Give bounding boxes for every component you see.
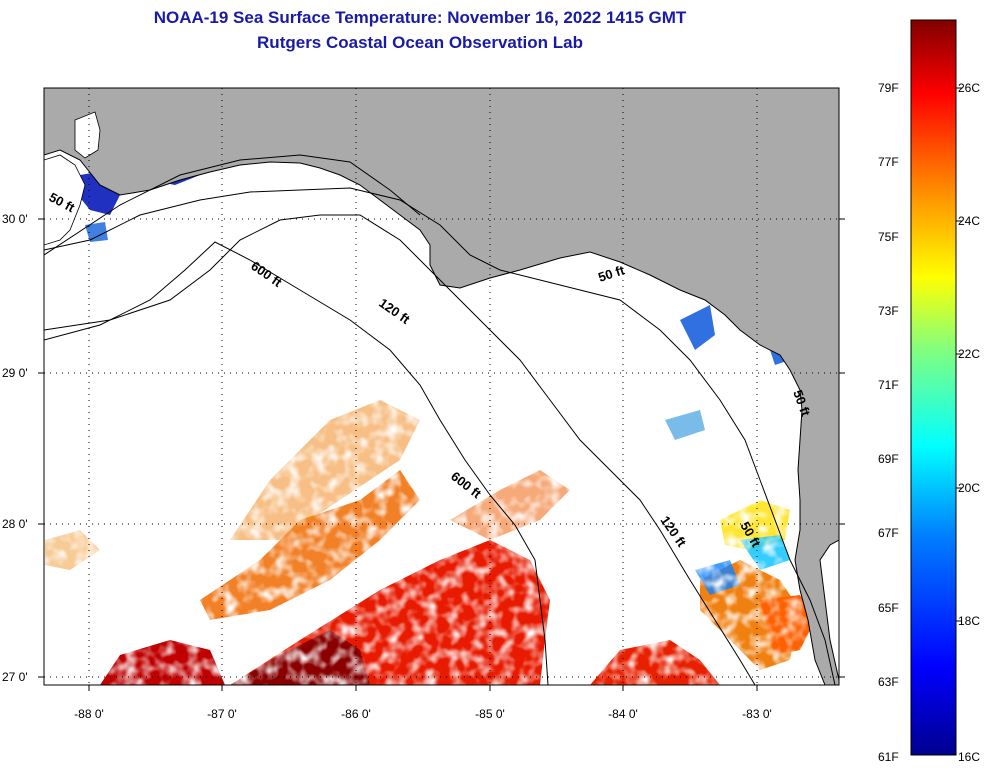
lat-tick-label: 29 0' xyxy=(2,366,28,380)
lat-tick-label: 27 0' xyxy=(2,670,28,684)
bay-water xyxy=(44,154,86,246)
lon-tick-label: -86 0' xyxy=(341,707,371,721)
lon-tick-label: -83 0' xyxy=(742,707,772,721)
lon-tick-label: -88 0' xyxy=(74,707,104,721)
lon-tick-label: -84 0' xyxy=(608,707,638,721)
page-title: NOAA-19 Sea Surface Temperature: Novembe… xyxy=(153,8,687,27)
lat-tick-label: 30 0' xyxy=(2,212,28,226)
depth-contours xyxy=(44,154,836,685)
bay-water xyxy=(74,111,101,159)
cloud-mask xyxy=(44,380,839,685)
map-frame xyxy=(43,87,840,686)
lon-tick-label: -87 0' xyxy=(207,707,237,721)
lon-tick-label: -85 0' xyxy=(475,707,505,721)
page-subtitle: Rutgers Coastal Ocean Observation Lab xyxy=(257,33,583,52)
lat-tick-label: 28 0' xyxy=(2,517,28,531)
land-mass xyxy=(44,88,839,685)
axis-ticks xyxy=(38,218,845,691)
graticule xyxy=(44,88,839,685)
